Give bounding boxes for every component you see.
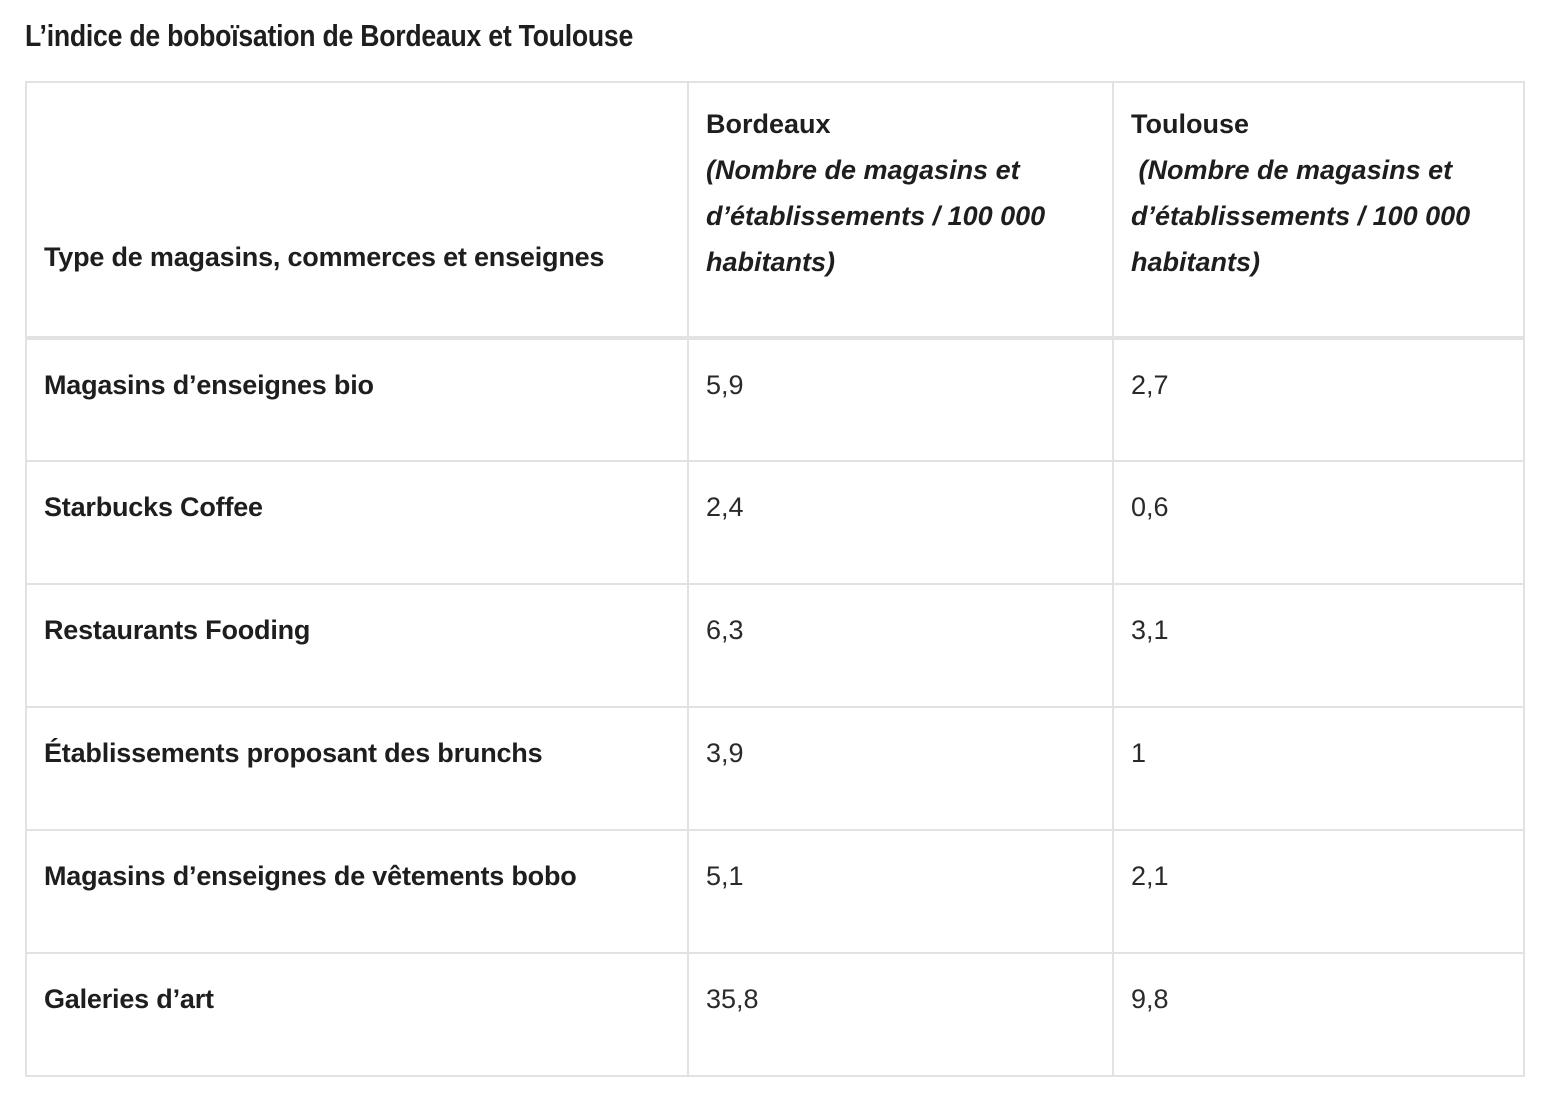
comparison-table: Type de magasins, commerces et enseignes… [25,81,1525,1077]
cell-bordeaux: 5,9 [687,337,1114,462]
header-row: Type de magasins, commerces et enseignes… [25,81,1525,340]
header-bordeaux-name: Bordeaux [706,109,831,139]
page-title: L’indice de boboïsation de Bordeaux et T… [25,18,634,53]
cell-toulouse: 3,1 [1112,583,1525,708]
row-label: Magasins d’enseignes bio [25,337,689,462]
row-label: Restaurants Fooding [25,583,689,708]
header-type: Type de magasins, commerces et enseignes [25,81,689,340]
table-row: Restaurants Fooding 6,3 3,1 [25,583,1525,708]
table-row: Starbucks Coffee 2,4 0,6 [25,460,1525,585]
table-row: Magasins d’enseignes de vêtements bobo 5… [25,829,1525,954]
table-body: Magasins d’enseignes bio 5,9 2,7 Starbuc… [25,337,1525,1077]
cell-toulouse: 0,6 [1112,460,1525,585]
row-label: Starbucks Coffee [25,460,689,585]
row-label: Établissements proposant des brunchs [25,706,689,831]
cell-bordeaux: 2,4 [687,460,1114,585]
table-row: Magasins d’enseignes bio 5,9 2,7 [25,337,1525,462]
header-toulouse: Toulouse (Nombre de magasins et d’établi… [1112,81,1525,340]
table-row: Établissements proposant des brunchs 3,9… [25,706,1525,831]
cell-bordeaux: 5,1 [687,829,1114,954]
row-label: Magasins d’enseignes de vêtements bobo [25,829,689,954]
cell-toulouse: 1 [1112,706,1525,831]
cell-bordeaux: 35,8 [687,952,1114,1077]
table-header: Type de magasins, commerces et enseignes… [25,81,1525,340]
header-bordeaux: Bordeaux (Nombre de magasins et d’établi… [687,81,1114,340]
cell-toulouse: 2,1 [1112,829,1525,954]
row-label: Galeries d’art [25,952,689,1077]
cell-toulouse: 2,7 [1112,337,1525,462]
header-toulouse-name: Toulouse [1131,109,1249,139]
cell-bordeaux: 6,3 [687,583,1114,708]
cell-toulouse: 9,8 [1112,952,1525,1077]
cell-bordeaux: 3,9 [687,706,1114,831]
table-row: Galeries d’art 35,8 9,8 [25,952,1525,1077]
header-bordeaux-unit: (Nombre de magasins et d’établissements … [706,155,1046,277]
header-toulouse-unit: (Nombre de magasins et d’établissements … [1131,155,1478,277]
